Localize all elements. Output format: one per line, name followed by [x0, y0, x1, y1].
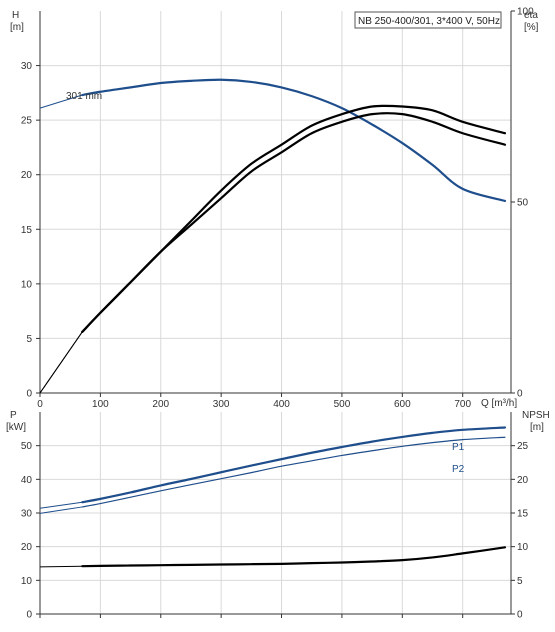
bottom-tick-labels: 0 10 20 30 40 50 0 5 10 15 20 25	[21, 441, 529, 620]
bottom-right-tick-label: 20	[517, 475, 529, 486]
bottom-series-p1-extrapolation	[39, 501, 83, 509]
top-left-tick-label: 15	[21, 225, 33, 236]
x-tick-label: 600	[394, 399, 411, 410]
series-label-p2: P2	[452, 464, 465, 475]
bottom-series-p2-line	[81, 436, 506, 508]
bottom-left-axis-title-line1: P	[10, 410, 17, 421]
top-axes	[36, 10, 515, 397]
bottom-right-tick-label: 5	[517, 576, 523, 587]
top-series-0-line	[81, 78, 507, 203]
top-series-2-line	[81, 104, 507, 333]
bottom-right-tick-label: 15	[517, 509, 529, 520]
top-series	[39, 78, 507, 394]
bottom-right-axis-title-line1: NPSH	[522, 410, 550, 421]
top-gridlines	[40, 11, 511, 393]
top-left-tick-label: 0	[26, 389, 32, 400]
bottom-left-tick-label: 20	[21, 542, 33, 553]
top-left-tick-label: 5	[26, 334, 32, 345]
top-right-axis-title-line2: [%]	[524, 22, 539, 33]
x-tick-label: 400	[273, 399, 290, 410]
bottom-series-2-extrapolation	[39, 565, 83, 568]
top-left-tick-label: 10	[21, 279, 33, 290]
top-right-axis-title-line1: eta	[524, 10, 538, 21]
bottom-series-2-line	[81, 546, 507, 568]
top-left-axis-title-line2: [m]	[10, 22, 24, 33]
x-tick-label: 100	[92, 399, 109, 410]
series-label-p1: P1	[452, 442, 465, 453]
chart-title-box	[354, 11, 502, 29]
x-tick-label: 700	[454, 399, 471, 410]
x-tick-label: 300	[213, 399, 230, 410]
x-tick-label: 0	[37, 399, 43, 410]
bottom-left-axis-title-line2: [kW]	[6, 422, 26, 433]
bottom-right-tick-label: 25	[517, 441, 529, 452]
top-right-tick-label: 0	[517, 389, 523, 400]
bottom-right-tick-label: 0	[517, 610, 523, 621]
bottom-series-p2-extrapolation	[39, 506, 83, 514]
impeller-annotation: 301 mm	[66, 91, 102, 102]
bottom-right-axis-title-line2: [m]	[530, 422, 544, 433]
bottom-left-tick-label: 10	[21, 576, 33, 587]
x-axis-title: Q [m³/h]	[481, 398, 517, 409]
top-series-2-extrapolation	[39, 331, 83, 394]
top-right-tick-label: 100	[517, 7, 534, 18]
bottom-left-tick-label: 50	[21, 441, 33, 452]
bottom-left-tick-label: 30	[21, 509, 33, 520]
bottom-series-p1-line	[81, 426, 507, 504]
bottom-left-tick-label: 40	[21, 475, 33, 486]
top-left-tick-label: 20	[21, 170, 33, 181]
bottom-gridlines	[40, 412, 511, 614]
chart-title: NB 250-400/301, 3*400 V, 50Hz	[358, 16, 500, 27]
top-left-tick-label: 25	[21, 116, 33, 127]
top-left-axis-title-line1: H	[12, 10, 19, 21]
bottom-right-tick-label: 10	[517, 542, 529, 553]
x-tick-label: 500	[334, 399, 351, 410]
top-right-tick-label: 50	[517, 198, 529, 209]
top-left-tick-label: 30	[21, 61, 33, 72]
x-tick-label: 200	[152, 399, 169, 410]
bottom-left-tick-label: 0	[26, 610, 32, 621]
bottom-series	[39, 426, 507, 568]
top-series-0-extrapolation	[39, 94, 83, 109]
